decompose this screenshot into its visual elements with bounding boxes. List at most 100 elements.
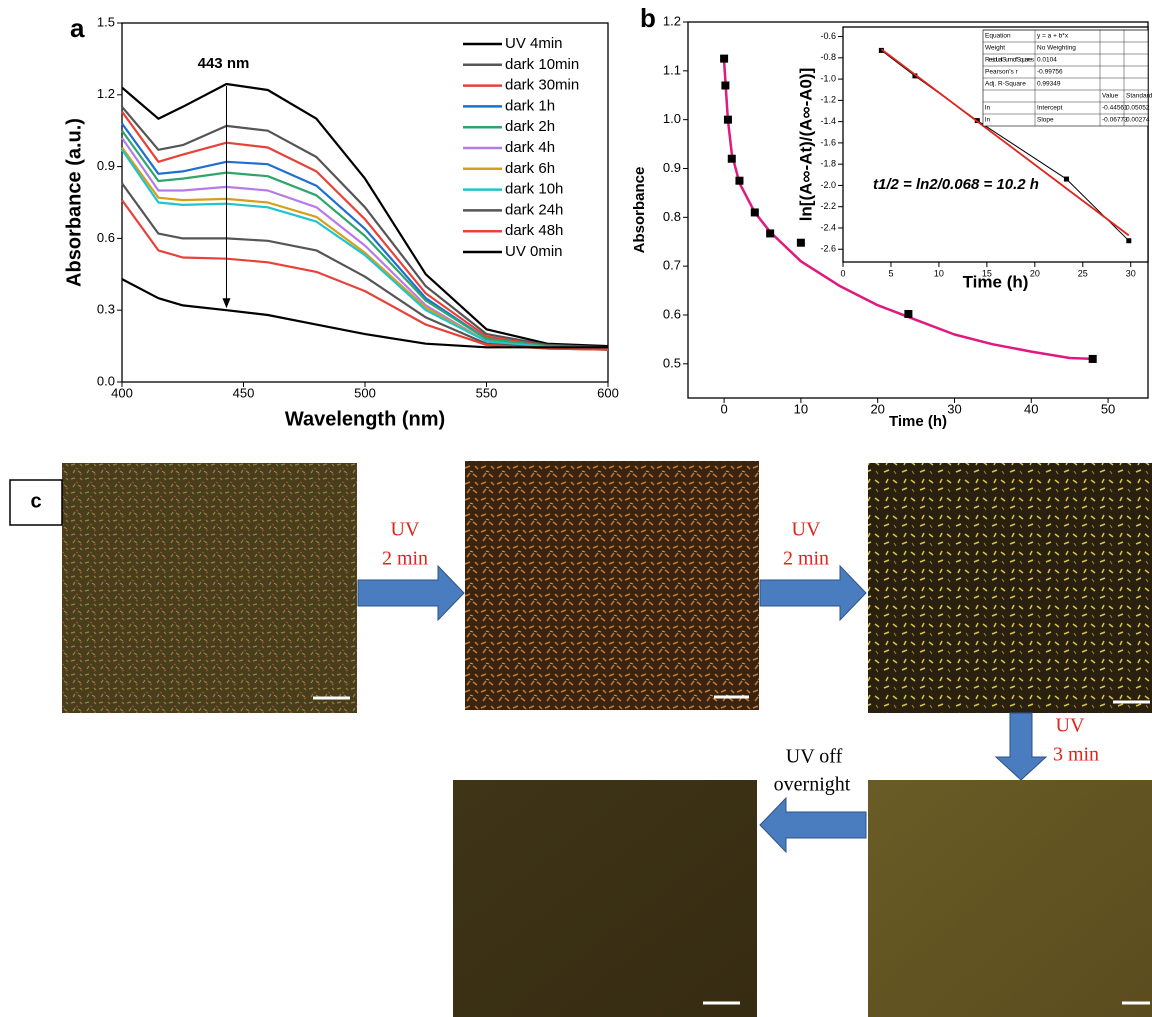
x-tick-label: 10 — [794, 401, 808, 416]
micrograph — [453, 780, 757, 1017]
annotation: t1/2 = ln2/0.068 = 10.2 h — [873, 176, 1039, 193]
table-cell: Residual Sum of Squares — [985, 57, 1035, 64]
panel-label: a — [70, 13, 85, 43]
step-label: UV off — [786, 746, 843, 768]
panel-label: b — [640, 3, 656, 33]
table-cell: Pearson's r — [985, 69, 1019, 76]
table-cell: ln — [985, 117, 990, 124]
x-axis-label: Time (h) — [963, 272, 1029, 291]
y-tick-label: -1.6 — [820, 137, 836, 147]
table-cell: 0.99349 — [1037, 81, 1061, 88]
y-tick-label: -1.8 — [820, 159, 836, 169]
x-tick-label: 0 — [720, 401, 727, 416]
x-tick-label: 450 — [233, 385, 255, 400]
legend-label: UV 4min — [505, 35, 563, 52]
legend-label: dark 48h — [505, 222, 563, 239]
micrograph — [868, 780, 1152, 1017]
y-tick-label: 1.5 — [97, 14, 115, 29]
y-tick-label: 1.2 — [663, 13, 681, 28]
legend-label: dark 2h — [505, 118, 555, 135]
table-cell: Slope — [1037, 117, 1054, 124]
data-point — [721, 81, 729, 89]
data-point — [766, 229, 774, 237]
y-tick-label: -2.4 — [820, 222, 836, 232]
y-tick-label: -2.6 — [820, 244, 836, 254]
table-cell: Intercept — [1037, 105, 1062, 112]
y-tick-label: 0.5 — [663, 355, 681, 370]
y-tick-label: -2.0 — [820, 180, 836, 190]
arrow-head — [222, 298, 230, 308]
legend-label: dark 24h — [505, 201, 563, 218]
data-point — [724, 116, 732, 124]
step-label: 2 min — [382, 548, 428, 570]
y-tick-label: -0.8 — [820, 52, 836, 62]
x-tick-label: 500 — [354, 385, 376, 400]
data-point — [797, 239, 805, 247]
x-tick-label: 20 — [870, 401, 884, 416]
panel-c: c UV 2 min UV 2 min UV 3 min UV off over… — [10, 461, 1152, 1017]
y-tick-label: -0.6 — [820, 31, 836, 41]
data-point — [904, 310, 912, 318]
legend-label: dark 4h — [505, 139, 555, 156]
y-tick-label: 0.6 — [97, 230, 115, 245]
y-tick-label: -2.2 — [820, 201, 836, 211]
legend-label: dark 6h — [505, 160, 555, 177]
y-tick-label: 0.0 — [97, 373, 115, 388]
y-axis-label: Absorbance — [631, 167, 648, 254]
y-tick-label: 0.8 — [663, 209, 681, 224]
panel-label: c — [30, 490, 41, 512]
table-cell: 0.0104 — [1037, 57, 1057, 64]
y-axis-label: Absorbance (a.u.) — [63, 118, 85, 287]
step-label: 2 min — [783, 548, 829, 570]
x-tick-label: 600 — [597, 385, 619, 400]
x-tick-label: 50 — [1101, 401, 1115, 416]
micrograph — [868, 463, 1152, 713]
y-tick-label: 0.9 — [663, 160, 681, 175]
y-tick-label: 1.0 — [663, 111, 681, 126]
legend-label: dark 10min — [505, 56, 579, 73]
step-label: overnight — [774, 774, 851, 796]
x-tick-label: 5 — [888, 268, 893, 278]
x-axis-label: Wavelength (nm) — [285, 408, 445, 430]
step-label: UV — [792, 519, 821, 541]
table-cell: y = a + b*x — [1037, 33, 1069, 40]
x-tick-label: 10 — [934, 268, 944, 278]
figure: c UV 2 min UV 2 min UV 3 min UV off over… — [0, 0, 1152, 1017]
y-tick-label: 1.1 — [663, 62, 681, 77]
data-point — [735, 177, 743, 185]
table-cell: Weight — [985, 45, 1005, 52]
data-point — [1064, 177, 1069, 182]
table-cell: -0.99756 — [1037, 69, 1063, 76]
x-tick-label: 0 — [840, 268, 845, 278]
annotation: 443 nm — [198, 55, 250, 72]
data-point — [1089, 355, 1097, 363]
table-cell: 0.00274 — [1126, 117, 1150, 124]
y-tick-label: -1.4 — [820, 116, 836, 126]
series-line — [122, 279, 608, 347]
table-cell: Standard Error — [1126, 93, 1152, 100]
x-tick-label: 550 — [476, 385, 498, 400]
y-tick-label: 0.7 — [663, 258, 681, 273]
x-tick-label: 30 — [947, 401, 961, 416]
y-tick-label: -1.2 — [820, 95, 836, 105]
table-cell: Equation — [985, 33, 1011, 40]
table-cell: ln — [985, 105, 990, 112]
data-point — [720, 55, 728, 63]
y-axis-label: ln[(A∞-At)/(A∞-A0)] — [796, 68, 815, 222]
data-point — [1126, 238, 1131, 243]
table-cell: 0.05052 — [1126, 105, 1150, 112]
legend-label: dark 30min — [505, 77, 579, 94]
x-tick-label: 25 — [1078, 268, 1088, 278]
legend-label: dark 1h — [505, 97, 555, 114]
y-tick-label: -1.0 — [820, 73, 836, 83]
step-label: UV — [391, 519, 420, 541]
legend-label: dark 10h — [505, 181, 563, 198]
table-cell: No Weighting — [1037, 45, 1076, 52]
table-cell: Adj. R-Square — [985, 81, 1026, 88]
y-tick-label: 1.2 — [97, 86, 115, 101]
step-label: UV — [1056, 715, 1085, 737]
y-tick-label: 0.9 — [97, 158, 115, 173]
legend-label: UV 0min — [505, 243, 563, 260]
x-tick-label: 40 — [1024, 401, 1038, 416]
data-point — [728, 155, 736, 163]
